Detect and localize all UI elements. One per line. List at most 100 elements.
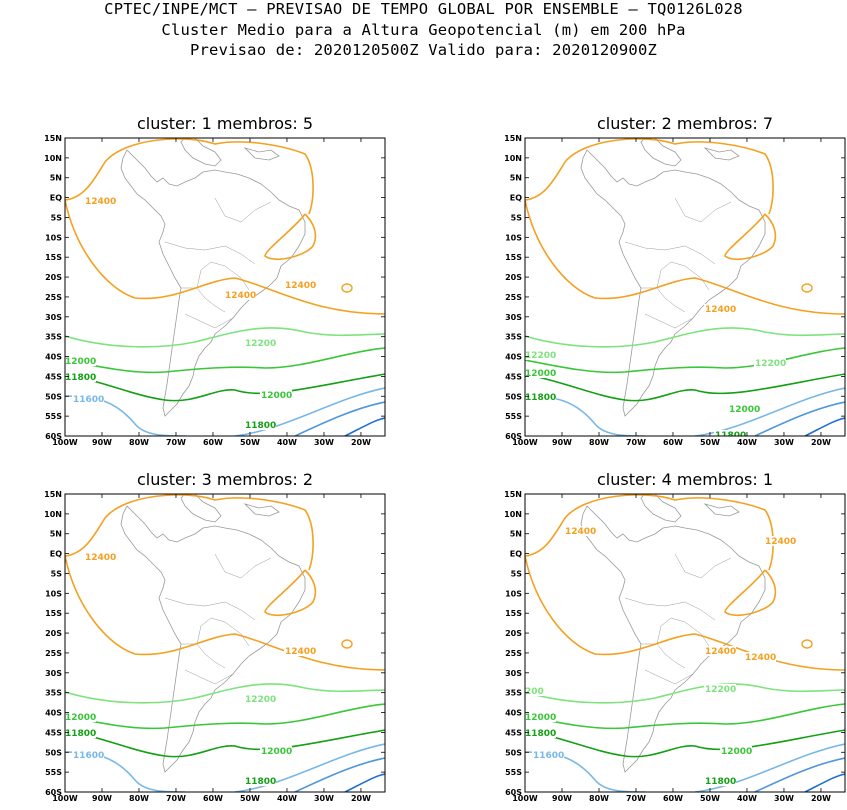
contour-line [264,569,317,617]
contour-label: 12400 [745,653,776,663]
lat-tick-label: 50S [45,392,62,401]
lon-tick-label: 70W [166,438,186,447]
contour-label: 200 [525,687,544,697]
lat-tick-label: 20S [505,273,522,282]
lat-tick-label: 10S [505,589,522,598]
contour-label: 11600 [235,805,266,810]
lat-tick-label: 25S [505,649,522,658]
contour-label: 11800 [65,373,96,383]
contour-label: 12400 [765,537,796,547]
lon-tick-label: 40W [277,438,297,447]
contour-label-bg [525,712,556,722]
lat-tick-label: 40S [45,709,62,718]
contour-label: 11600 [695,805,726,810]
country-border [674,197,732,223]
contour-label: 11600 [73,751,104,761]
contour-label-bg [224,290,256,300]
contour-map: 12400 12400 12400 12400 200 12200 12000 12000 11… [504,490,846,810]
lat-tick-label: 50S [505,392,522,401]
lat-tick-label: EQ [510,550,522,559]
contour-label-bg [72,394,104,404]
lat-tick-label: 15S [505,253,522,262]
lon-tick-label: 40W [737,438,757,447]
contour-label-bg [564,526,596,536]
lat-tick-label: 5S [51,569,63,578]
contour-label: 12400 [225,291,256,301]
contour-line [65,703,385,730]
contour-line [344,417,385,436]
contour-label-bg [284,646,316,656]
country-border [641,643,686,669]
lat-tick-label: 5N [510,530,522,539]
lat-tick-label: 20S [505,629,522,638]
lat-tick-label: 25S [45,293,62,302]
lat-tick-label: EQ [510,194,522,203]
contour-line [65,494,314,571]
lat-tick-label: 60S [505,788,522,797]
contour-label: 12200 [245,339,276,349]
contour-line [804,417,845,436]
country-border [164,241,256,265]
coastline [703,147,740,161]
panel-cluster-3: cluster: 3 membros: 2 12400 12400 12200 120… [44,470,445,810]
coastline [243,503,280,517]
coastline [640,138,682,167]
contour-label-bg [234,448,266,458]
lat-tick-label: 60S [505,432,522,441]
lon-tick-label: 90W [92,438,112,447]
contour-label: 12000 [65,357,96,367]
contour-label-bg [525,350,556,360]
lat-tick-label: 15N [44,134,62,143]
contour-label-bg [244,338,276,348]
lon-tick-label: 30W [774,438,794,447]
contour-closed-high [341,283,353,293]
contour-label: 12000 [65,713,96,723]
lat-tick-label: 40S [505,353,522,362]
lat-tick-label: 15S [505,609,522,618]
lon-tick-label: 90W [552,794,572,803]
contour-line [65,555,385,671]
lat-tick-label: 35S [505,689,522,698]
contour-line [724,569,777,617]
contour-line [754,757,845,792]
contour-label: 12400 [285,281,316,291]
contour-line [754,401,845,436]
country-border [656,617,710,647]
contour-label: 12200 [525,351,556,361]
lon-tick-label: 30W [774,794,794,803]
contour-label: 12000 [525,713,556,723]
lon-tick-label: 90W [552,438,572,447]
lat-tick-label: 15S [45,609,62,618]
lon-tick-label: 20W [811,794,831,803]
contour-label-bg [260,746,292,756]
contour-label-bg [72,750,104,760]
contour-label: 12400 [285,647,316,657]
country-border [164,597,256,621]
lon-tick-label: 50W [700,438,720,447]
contour-label: 11800 [705,777,736,787]
lat-tick-label: 25S [45,649,62,658]
contour-label-bg [260,390,292,400]
contour-line [234,743,385,792]
lon-tick-label: 70W [626,438,646,447]
panel-cluster-4: cluster: 4 membros: 1 12400 12400 12400 124… [504,470,847,810]
contour-label-bg [694,804,726,810]
lon-tick-label: 50W [240,438,260,447]
lat-tick-label: 50S [505,748,522,757]
country-border [196,617,250,647]
contour-line [804,773,845,792]
lon-tick-label: 100W [512,438,538,447]
lat-tick-label: 35S [45,333,62,342]
country-border [641,287,686,313]
contour-label: 11800 [245,421,276,431]
lat-tick-label: 45S [45,372,62,381]
contour-label-bg [84,196,116,206]
lon-tick-label: 100W [52,438,78,447]
lat-tick-label: 15S [45,253,62,262]
contour-label-bg [532,750,564,760]
contour-label-bg [720,746,752,756]
contour-label: 12400 [705,305,736,315]
coastline [243,147,280,161]
panel-title: cluster: 2 membros: 7 [596,114,774,133]
lon-tick-label: 80W [129,438,149,447]
